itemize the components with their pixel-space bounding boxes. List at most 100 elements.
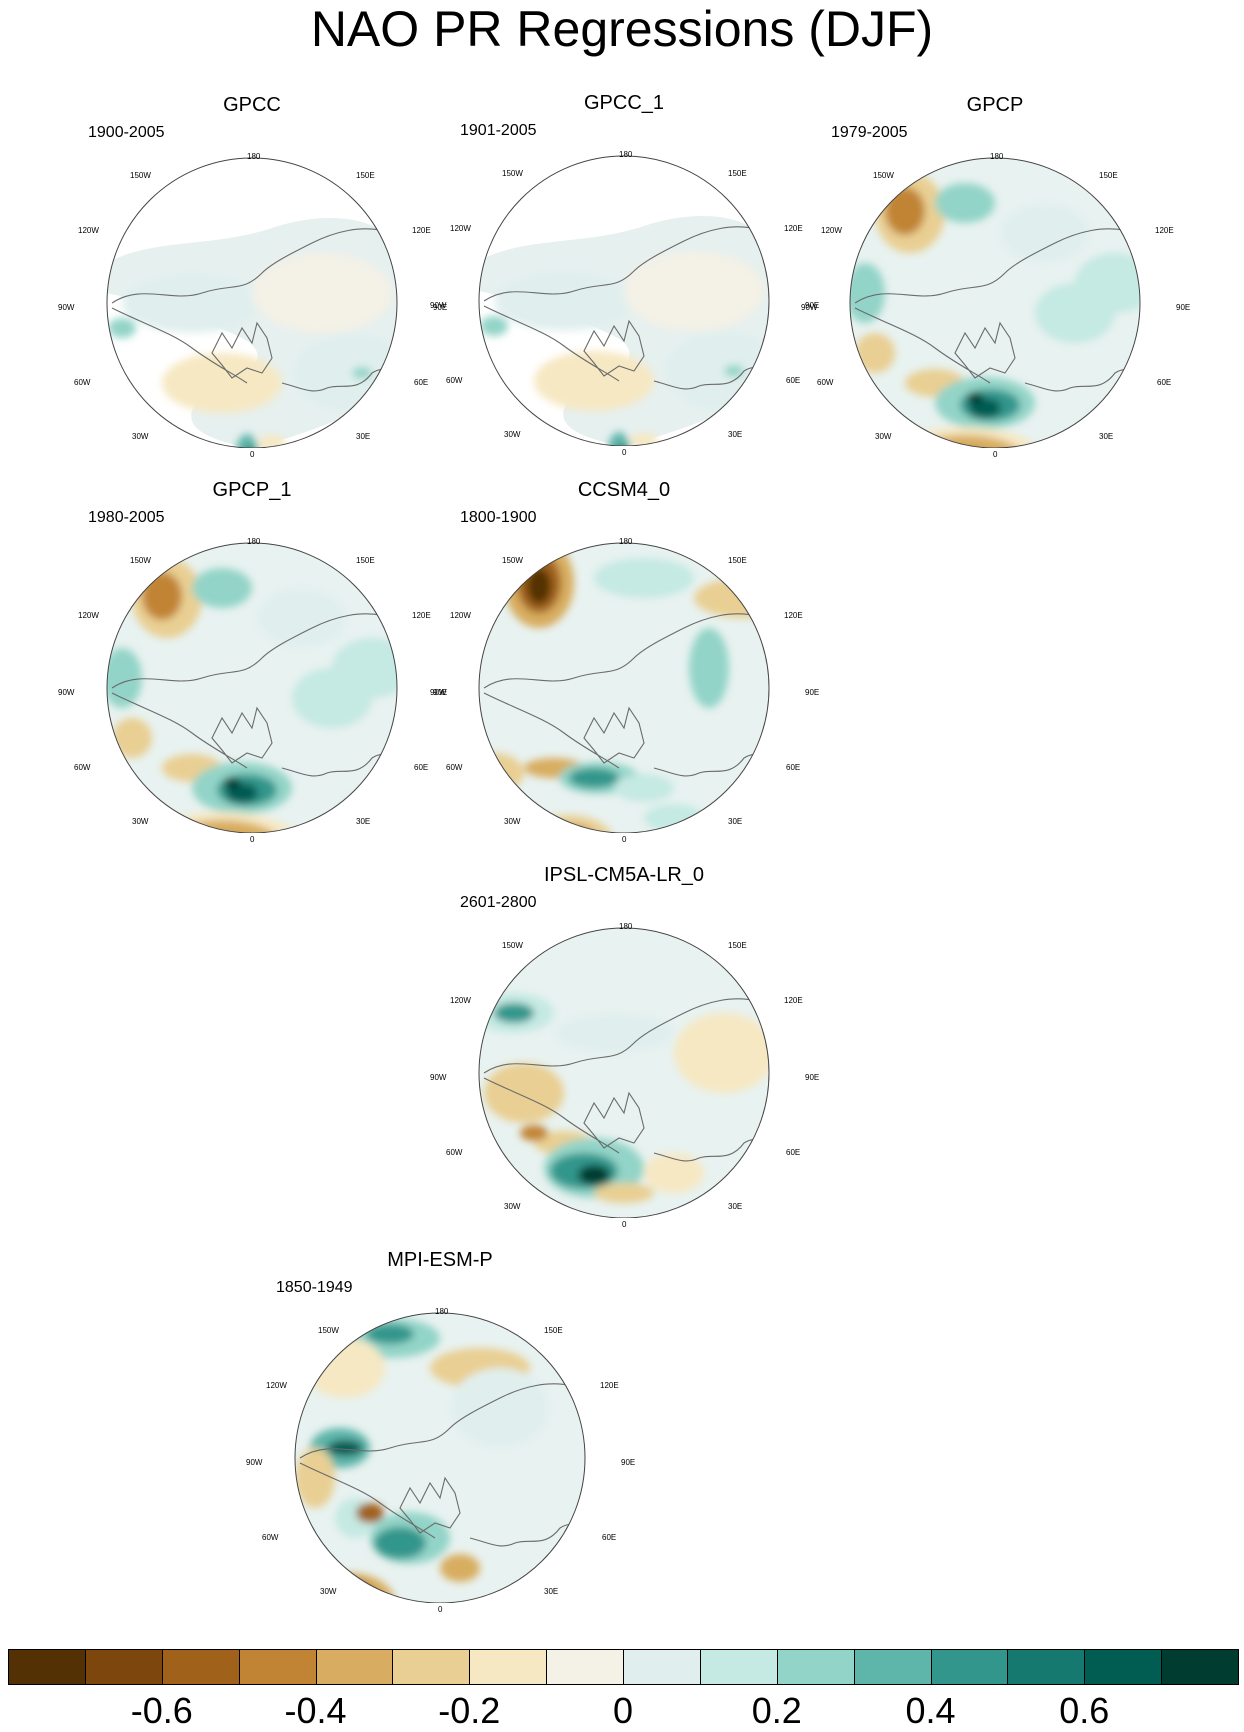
longitude-label: 0 [622, 835, 627, 844]
anomaly-contour [520, 1125, 548, 1141]
colorbar-swatch [776, 1649, 855, 1685]
anomaly-contour [257, 588, 347, 648]
colorbar-swatch [930, 1649, 1009, 1685]
colorbar-swatch [699, 1649, 778, 1685]
longitude-label: 30E [728, 430, 743, 439]
longitude-label: 120W [266, 1381, 287, 1390]
coastline [111, 613, 393, 689]
longitude-label: 150E [728, 941, 747, 950]
longitude-label: 90W [430, 301, 447, 310]
coastline [111, 228, 393, 304]
longitude-label: 150W [130, 171, 151, 180]
longitude-label: 60E [602, 1533, 617, 1542]
coastline [483, 692, 620, 769]
coastline [299, 1383, 581, 1459]
longitude-label: 150E [728, 556, 747, 565]
longitude-label: 180 [247, 537, 261, 546]
longitude-label: 90W [801, 303, 818, 312]
map-panel: CCSM4_0 1800-1900 180 150W 150E 120W 120E 90W 90… [430, 473, 819, 844]
map-panel: GPCP_1 1980-2005 180 150W 150E 120W 120E 90W 90E… [58, 473, 447, 844]
anomaly-contour [480, 316, 508, 336]
longitude-label: 150E [356, 171, 375, 180]
longitude-label: 120E [1155, 226, 1174, 235]
anomaly-contour [352, 367, 372, 379]
colorbar-swatch [546, 1649, 624, 1685]
colorbar-swatch [623, 1649, 701, 1685]
polar-map [478, 155, 770, 446]
polar-map [478, 927, 770, 1218]
anomaly-contour [614, 774, 674, 802]
colorbar-swatch [392, 1649, 471, 1685]
anomaly-contour [108, 318, 136, 338]
anomaly-contour [122, 273, 262, 333]
map-border [478, 542, 770, 833]
map-panel: GPCC_1 1901-2005 180 150W 150E 120W 120E 90W 90E… [430, 86, 819, 457]
coastline [483, 305, 620, 382]
colorbar-tick-label: 0 [612, 1690, 634, 1731]
map-border [106, 157, 398, 448]
longitude-label: 30W [132, 432, 149, 441]
longitude-label: 90W [430, 688, 447, 697]
colorbar-swatch [315, 1649, 394, 1685]
longitude-label: 0 [250, 835, 255, 844]
coastline [483, 226, 765, 302]
anomaly-contour [192, 568, 252, 608]
longitude-label: 150W [502, 941, 523, 950]
longitude-label: 90E [433, 303, 448, 312]
longitude-label: 120E [784, 224, 803, 233]
colorbar-swatch [8, 1649, 86, 1685]
anomaly-contour [594, 558, 694, 598]
colorbar-swatch [84, 1649, 163, 1685]
anomaly-contour [724, 365, 744, 377]
longitude-label: 180 [619, 537, 633, 546]
panel-title: CCSM4_0 [577, 479, 671, 501]
longitude-label: 90W [58, 303, 75, 312]
longitude-label: 120E [412, 611, 431, 620]
coastline [111, 692, 248, 769]
longitude-label: 180 [619, 150, 633, 159]
panel-period: 1850-1949 [276, 1279, 353, 1296]
polar-map [106, 157, 398, 448]
longitude-label: 30E [356, 432, 371, 441]
panel-title: GPCP [966, 94, 1024, 116]
longitude-label: 30W [320, 1587, 337, 1596]
colorbar-swatch [238, 1649, 317, 1685]
anomaly-contour [366, 1324, 414, 1344]
longitude-label: 60E [786, 763, 801, 772]
panel-period: 1980-2005 [88, 509, 165, 526]
anomaly-contour [569, 768, 619, 788]
panel-title: GPCC_1 [583, 92, 665, 114]
longitude-label: 120E [600, 1381, 619, 1390]
longitude-label: 120W [78, 226, 99, 235]
panel-period: 1901-2005 [460, 122, 537, 139]
anomaly-contour [624, 251, 764, 331]
panel-title: GPCC [223, 94, 281, 116]
anomaly-contour [494, 1003, 534, 1023]
colorbar-tick-label: -0.2 [438, 1690, 501, 1731]
coastline [583, 319, 645, 377]
polar-map [106, 542, 398, 833]
anomaly-contour [224, 777, 240, 789]
map-border [478, 155, 770, 446]
longitude-label: 180 [247, 152, 261, 161]
map-panel: MPI-ESM-P 1850-1949 180 150W 150E 120W 120E 90W… [246, 1243, 635, 1614]
longitude-label: 30E [728, 817, 743, 826]
longitude-label: 120W [450, 224, 471, 233]
anomaly-contour [644, 804, 704, 832]
anomaly-contour [534, 351, 654, 411]
longitude-label: 150W [130, 556, 151, 565]
longitude-label: 90W [246, 1458, 263, 1467]
anomaly-contour [554, 1013, 674, 1053]
anomaly-contour [479, 753, 524, 793]
anomaly-contour [374, 1527, 426, 1559]
anomaly-contour [935, 183, 995, 223]
coastline [954, 321, 1016, 379]
coastline [299, 1462, 436, 1539]
anomaly-contour [607, 432, 631, 446]
longitude-label: 0 [622, 1220, 627, 1229]
anomaly-contour [885, 187, 925, 235]
coastline [211, 706, 273, 764]
coastline [399, 1476, 461, 1534]
longitude-label: 30W [504, 817, 521, 826]
longitude-label: 150E [544, 1326, 563, 1335]
